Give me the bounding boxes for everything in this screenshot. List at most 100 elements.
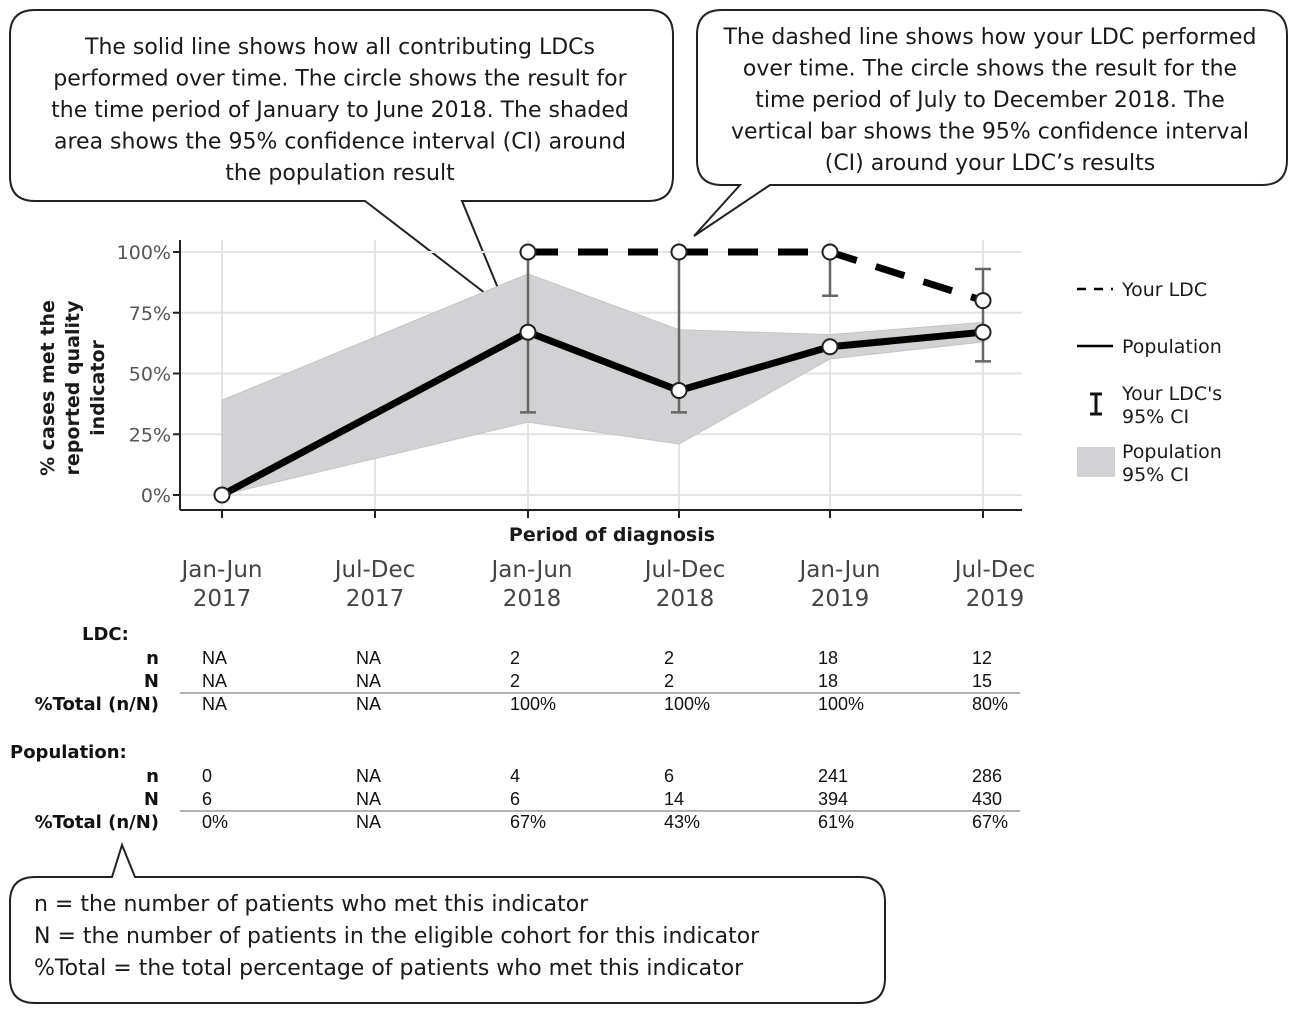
table-cell: 100% bbox=[664, 694, 710, 714]
series-points bbox=[213, 243, 992, 504]
table-cell: 14 bbox=[664, 789, 684, 809]
table-cell: 80% bbox=[972, 694, 1008, 714]
callout-population-line: the time period of January to June 2018.… bbox=[51, 98, 629, 123]
callout-definitions-text: n = the number of patients who met this … bbox=[34, 892, 760, 981]
table-row-label: N bbox=[144, 789, 159, 810]
callout-ldc-bubble bbox=[693, 9, 1288, 237]
callout-definitions-bubble bbox=[9, 842, 886, 1004]
table-row-label: N bbox=[144, 671, 159, 692]
ldc-line bbox=[528, 248, 985, 304]
table-cell: 15 bbox=[972, 671, 992, 691]
table-cell: NA bbox=[356, 789, 381, 809]
table-cell: 43% bbox=[664, 812, 700, 832]
population-ci-band bbox=[221, 273, 984, 496]
table-cell: 18 bbox=[818, 671, 838, 691]
legend-label: Population bbox=[1122, 441, 1222, 463]
callout-population-bubble bbox=[9, 9, 674, 314]
y-tick-labels: 0% 25% 50% 75% 100% bbox=[117, 242, 171, 507]
callout-ldc-line: vertical bar shows the 95% confidence in… bbox=[731, 120, 1249, 145]
table-cell: NA bbox=[356, 812, 381, 832]
callout-ldc-line: The dashed line shows how your LDC perfo… bbox=[722, 25, 1256, 50]
period-label-bottom: 2019 bbox=[811, 586, 870, 612]
y-axis-label: % cases met the reported quality indicator bbox=[37, 300, 109, 476]
table-cell: 394 bbox=[818, 789, 848, 809]
table-cell: 6 bbox=[202, 789, 212, 809]
x-axis-label: Period of diagnosis bbox=[509, 524, 715, 546]
callout-ldc-line: over time. The circle shows the result f… bbox=[743, 57, 1237, 82]
plot-area: 0% 25% 50% 75% 100% bbox=[117, 240, 1022, 518]
table-cell: 67% bbox=[510, 812, 546, 832]
definition-line: n = the number of patients who met this … bbox=[34, 892, 589, 917]
table-cell: NA bbox=[356, 766, 381, 786]
y-tick-label: 0% bbox=[141, 485, 171, 507]
population-point bbox=[519, 323, 537, 341]
period-label-bottom: 2019 bbox=[966, 586, 1025, 612]
y-tick-label: 75% bbox=[129, 303, 171, 325]
legend-label: 95% CI bbox=[1122, 406, 1189, 428]
callout-population-text: The solid line shows how all contributin… bbox=[51, 35, 629, 186]
table-cell: 0% bbox=[202, 812, 228, 832]
table-cell: NA bbox=[356, 694, 381, 714]
population-point bbox=[974, 323, 992, 341]
y-axis-label-line: % cases met the bbox=[37, 300, 59, 476]
period-labels: Jan-Jun 2017 Jul-Dec 2017 Jan-Jun 2018 Jul-Dec… bbox=[180, 557, 1036, 612]
callout-population-line: area shows the 95% confidence interval (… bbox=[54, 130, 626, 155]
table-cell: 0 bbox=[202, 766, 212, 786]
period-label-bottom: 2018 bbox=[656, 586, 715, 612]
legend-label: Your LDC's bbox=[1121, 383, 1222, 405]
period-label-bottom: 2017 bbox=[346, 586, 405, 612]
table-cell: 12 bbox=[972, 648, 992, 668]
period-label-bottom: 2017 bbox=[193, 586, 252, 612]
period-label-top: Jan-Jun bbox=[490, 557, 573, 583]
table-title: LDC: bbox=[82, 624, 129, 645]
population-point bbox=[213, 486, 231, 504]
period-label-top: Jan-Jun bbox=[180, 557, 263, 583]
population-point bbox=[821, 338, 839, 356]
table-cell: 2 bbox=[664, 671, 674, 691]
table-cell: NA bbox=[356, 648, 381, 668]
callout-ldc-text: The dashed line shows how your LDC perfo… bbox=[722, 25, 1256, 176]
table-cell: 67% bbox=[972, 812, 1008, 832]
legend-label: Your LDC bbox=[1121, 279, 1207, 301]
callout-population-line: performed over time. The circle shows th… bbox=[53, 67, 627, 92]
table-cell: 2 bbox=[664, 648, 674, 668]
table-cell: 18 bbox=[818, 648, 838, 668]
table-cell: NA bbox=[202, 694, 227, 714]
table-cell: 2 bbox=[510, 671, 520, 691]
definition-line: N = the number of patients in the eligib… bbox=[34, 924, 760, 949]
period-label-top: Jul-Dec bbox=[953, 557, 1036, 583]
callout-population-line: the population result bbox=[225, 161, 455, 186]
table-cell: 430 bbox=[972, 789, 1002, 809]
table-cell: NA bbox=[202, 648, 227, 668]
period-label-top: Jan-Jun bbox=[798, 557, 881, 583]
table-title: Population: bbox=[10, 742, 127, 763]
legend: Your LDC Population Your LDC's95% CI Popula… bbox=[1077, 279, 1222, 486]
table-row-label: n bbox=[146, 648, 159, 669]
table-row-label: n bbox=[146, 766, 159, 787]
callout-ldc-line: time period of July to December 2018. Th… bbox=[755, 88, 1225, 113]
population-ci-area bbox=[221, 273, 984, 496]
period-label-bottom: 2018 bbox=[503, 586, 562, 612]
table-cell: 286 bbox=[972, 766, 1002, 786]
table-cell: 4 bbox=[510, 766, 520, 786]
ldc-point bbox=[821, 243, 839, 261]
table-cell: 100% bbox=[818, 694, 864, 714]
callout-ldc-line: (CI) around your LDC’s results bbox=[825, 151, 1156, 176]
table-row-label: %Total (n/N) bbox=[35, 812, 159, 833]
y-axis-label-line: indicator bbox=[87, 340, 109, 436]
table-cell: 6 bbox=[664, 766, 674, 786]
legend-label: Population bbox=[1122, 336, 1222, 358]
definition-line: %Total = the total percentage of patient… bbox=[34, 956, 744, 981]
table-cell: NA bbox=[356, 671, 381, 691]
y-tick-label: 50% bbox=[129, 364, 171, 386]
table-cell: 2 bbox=[510, 648, 520, 668]
y-tick-label: 100% bbox=[117, 242, 171, 264]
table-row-label: %Total (n/N) bbox=[35, 694, 159, 715]
table-cell: NA bbox=[202, 671, 227, 691]
ldc-point bbox=[519, 243, 537, 261]
axes bbox=[173, 240, 1022, 518]
counts-tables: LDC: n NA NA 2 2 18 12 N NA NA 2 2 18 15 %Total (n/N) NA… bbox=[10, 624, 1020, 833]
period-label-top: Jul-Dec bbox=[333, 557, 416, 583]
ldc-point bbox=[670, 243, 688, 261]
